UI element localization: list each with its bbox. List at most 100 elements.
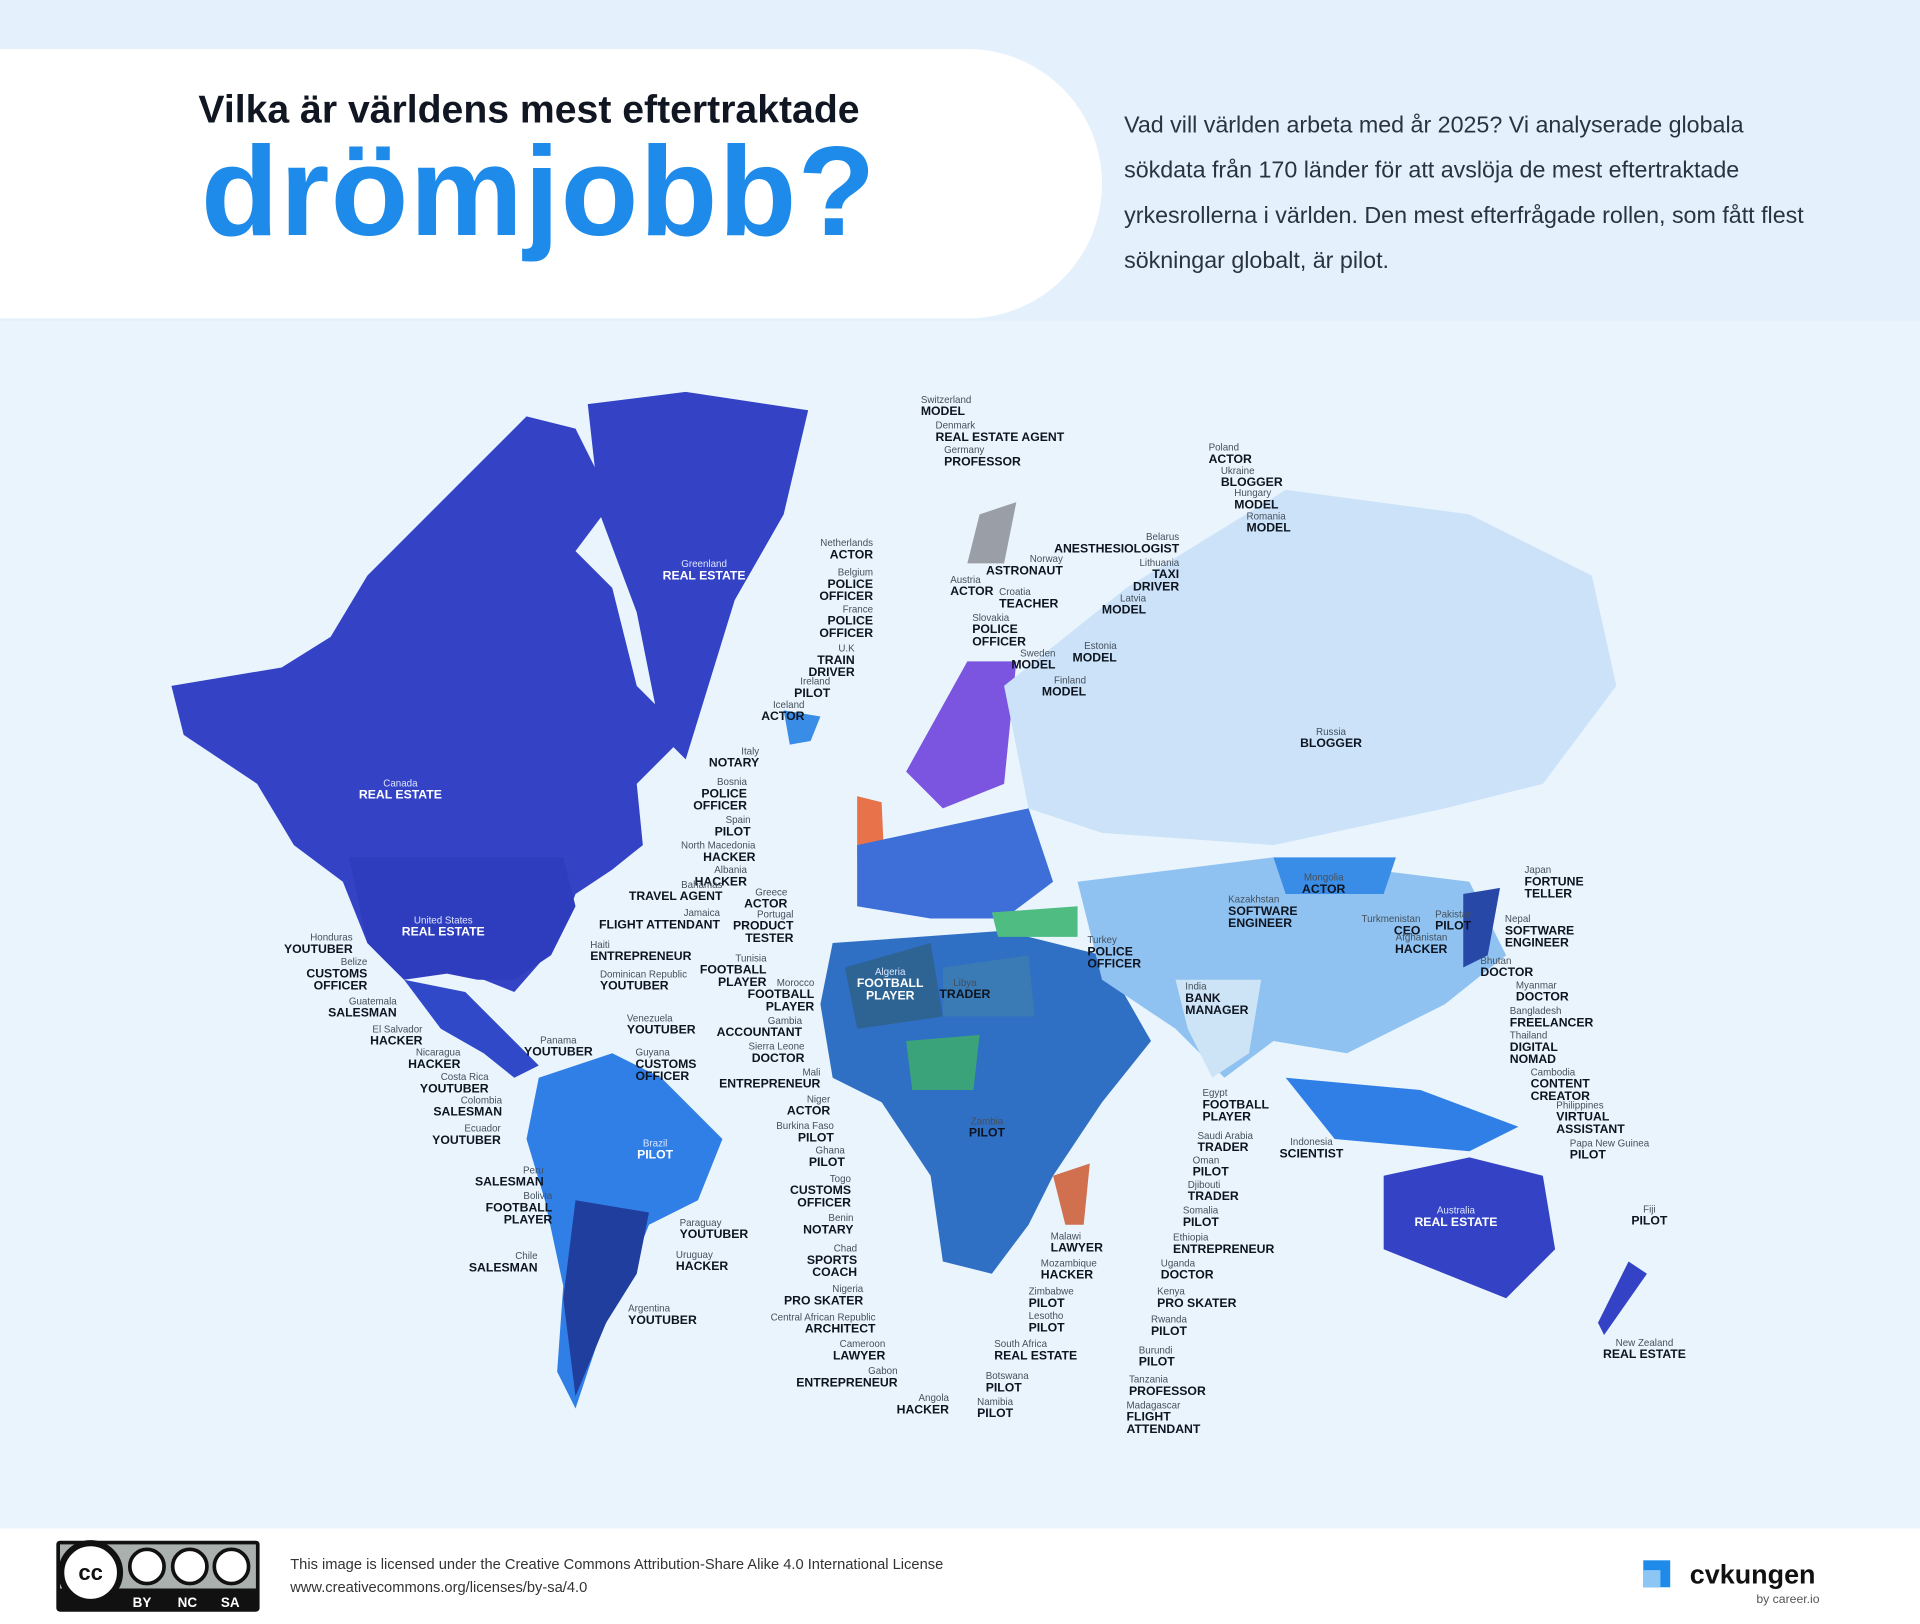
job-title: PILOT: [1029, 1320, 1066, 1334]
job-title-line: FOOTBALL: [700, 963, 767, 977]
job-title: ANESTHESIOLOGIST: [1054, 541, 1180, 555]
cc-badge: cc: [56, 1540, 260, 1612]
job-title-line: FOOTBALL: [748, 987, 815, 1001]
country-name: Niger: [807, 1094, 831, 1105]
country-name: Angola: [919, 1393, 950, 1404]
job-title: DOCTOR: [752, 1051, 805, 1065]
job-title-line: FORTUNE: [1524, 874, 1583, 888]
job-title: LAWYER: [833, 1348, 885, 1362]
job-title: PILOT: [1631, 1214, 1668, 1228]
country-name: Bolivia: [523, 1191, 552, 1202]
country-name: Zimbabwe: [1029, 1287, 1074, 1298]
job-title-line: OFFICER: [797, 1195, 851, 1209]
country-name: Thailand: [1510, 1031, 1548, 1042]
country-name: Zambia: [971, 1116, 1004, 1127]
job-title: FORTUNE TELLER: [1524, 874, 1583, 900]
title-highlight: drömjobb?: [201, 120, 877, 262]
job-title: POLICE OFFICER: [819, 577, 873, 603]
country-name: Uganda: [1161, 1258, 1196, 1269]
country-name: Latvia: [1120, 593, 1147, 604]
job-title: REAL ESTATE: [359, 788, 442, 802]
country-name: Algeria: [875, 967, 906, 978]
country-name: Austria: [950, 575, 981, 586]
country-name: El Salvador: [372, 1024, 423, 1035]
job-title: PILOT: [1435, 919, 1472, 933]
algeria: [844, 943, 943, 1029]
job-title: TRAVEL AGENT: [629, 889, 723, 903]
job-title: YOUTUBER: [680, 1227, 749, 1241]
central-africa: [906, 1034, 980, 1091]
job-title: ASTRONAUT: [986, 563, 1063, 577]
europe: [857, 808, 1054, 919]
cc-circle: [58, 1540, 124, 1606]
country-name: Somalia: [1183, 1206, 1219, 1217]
job-title: FOOTBALL PLAYER: [748, 987, 815, 1013]
greenland: [587, 391, 809, 760]
job-title: ACTOR: [1302, 882, 1345, 896]
job-title: POLICE OFFICER: [972, 622, 1026, 648]
job-title: ENTREPRENEUR: [796, 1375, 897, 1389]
country-name: Turkmenistan: [1362, 914, 1421, 925]
country-name: Cameroon: [840, 1339, 886, 1350]
job-title-line: SPORTS: [807, 1253, 857, 1267]
country-name: Ireland: [800, 677, 830, 688]
country-name: Russia: [1316, 727, 1346, 738]
job-title: SPORTS COACH: [807, 1253, 857, 1279]
job-title-line: OFFICER: [693, 799, 747, 813]
country-name: Chile: [515, 1251, 537, 1262]
job-title: PILOT: [1139, 1355, 1176, 1369]
country-name: Tunisia: [735, 953, 767, 964]
job-title: PILOT: [969, 1126, 1006, 1140]
job-title-line: PLAYER: [866, 988, 915, 1002]
job-title-line: POLICE: [1087, 944, 1133, 958]
country-name: Croatia: [999, 587, 1031, 598]
country-name: Fiji: [1643, 1204, 1655, 1215]
job-title: FOOTBALL PLAYER: [700, 963, 767, 989]
job-title: PILOT: [809, 1155, 846, 1169]
job-title: PROFESSOR: [1129, 1384, 1206, 1398]
job-title-line: TRAIN: [817, 653, 855, 667]
job-title-line: BANK: [1185, 991, 1221, 1005]
job-title-line: OFFICER: [314, 979, 368, 993]
job-title: YOUTUBER: [628, 1313, 697, 1327]
job-title: PILOT: [986, 1380, 1023, 1394]
job-title-line: TELLER: [1524, 887, 1572, 901]
north-america: [171, 416, 686, 993]
country-name: Cambodia: [1531, 1067, 1576, 1078]
job-title: TRADER: [1198, 1140, 1249, 1154]
job-title-line: ASSISTANT: [1556, 1122, 1625, 1136]
cc-badge-label: NC: [178, 1595, 198, 1610]
country-name: Djibouti: [1188, 1180, 1221, 1191]
job-title-line: COACH: [812, 1265, 857, 1279]
